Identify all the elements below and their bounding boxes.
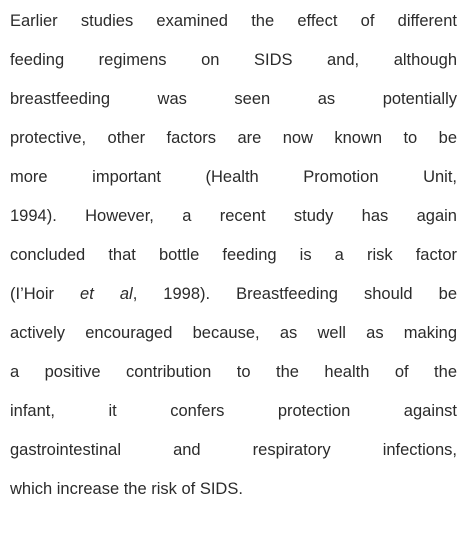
text-run: actively encouraged because, as well as … — [10, 324, 457, 342]
text-line: feeding regimens on SIDS and, although — [10, 41, 457, 80]
text-run: Earlier studies examined the effect of d… — [10, 12, 457, 30]
text-line: breastfeeding was seen as potentially — [10, 80, 457, 119]
paragraph: Earlier studies examined the effect of d… — [10, 2, 457, 509]
text-line: actively encouraged because, as well as … — [10, 314, 457, 353]
text-line: protective, other factors are now known … — [10, 119, 457, 158]
text-line: gastrointestinal and respiratory infecti… — [10, 431, 457, 470]
text-run: , 1998). Breastfeeding should be — [132, 285, 457, 303]
text-run: feeding regimens on SIDS and, although — [10, 51, 457, 69]
text-line: infant, it confers protection against — [10, 392, 457, 431]
text-run: gastrointestinal and respiratory infecti… — [10, 441, 457, 459]
text-line: (I’Hoir et al, 1998). Breastfeeding shou… — [10, 275, 457, 314]
text-run: breastfeeding was seen as potentially — [10, 90, 457, 108]
text-run: a positive contribution to the health of… — [10, 363, 457, 381]
text-run: which increase the risk of SIDS. — [10, 480, 243, 498]
text-line: a positive contribution to the health of… — [10, 353, 457, 392]
text-run: more important (Health Promotion Unit, — [10, 168, 457, 186]
text-run: 1994). However, a recent study has again — [10, 207, 457, 225]
text-run: protective, other factors are now known … — [10, 129, 457, 147]
text-line: concluded that bottle feeding is a risk … — [10, 236, 457, 275]
text-line: 1994). However, a recent study has again — [10, 197, 457, 236]
text-run: concluded that bottle feeding is a risk … — [10, 246, 457, 264]
text-run: (I’Hoir — [10, 285, 81, 303]
text-line: Earlier studies examined the effect of d… — [10, 2, 457, 41]
text-line: which increase the risk of SIDS. — [10, 470, 457, 509]
text-run: infant, it confers protection against — [10, 402, 457, 420]
text-line: more important (Health Promotion Unit, — [10, 158, 457, 197]
text-run: et al — [80, 285, 133, 303]
